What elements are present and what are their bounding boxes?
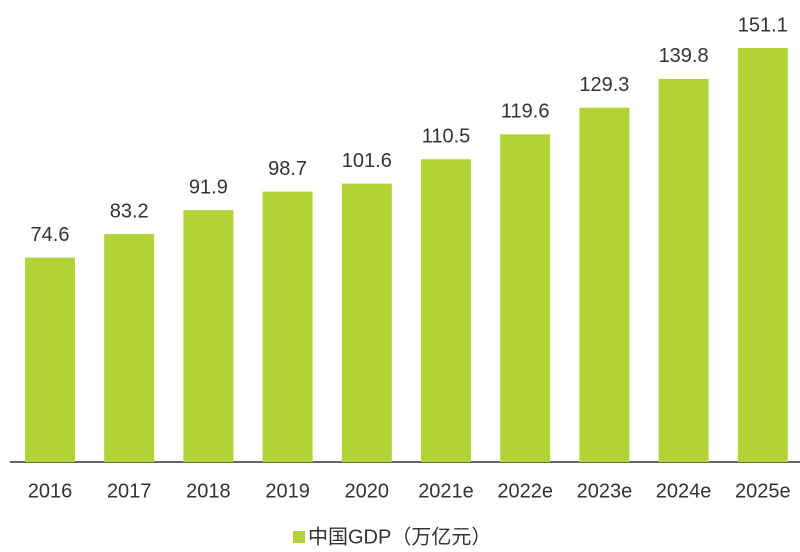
x-tick-label: 2023e: [577, 480, 633, 502]
value-label: 151.1: [738, 14, 788, 36]
value-label: 101.6: [342, 150, 392, 172]
bar: [658, 78, 709, 463]
bar: [262, 191, 313, 462]
x-tick-label: 2021e: [418, 480, 474, 502]
value-label: 98.7: [268, 158, 307, 180]
value-label: 91.9: [189, 176, 228, 198]
bar: [25, 257, 75, 462]
x-tick-label: 2017: [107, 480, 152, 502]
value-label: 83.2: [110, 200, 149, 222]
legend-label: 中国GDP（万亿元）: [308, 525, 491, 548]
x-tick-label: 2020: [345, 480, 390, 502]
bar: [737, 48, 788, 462]
x-tick-label: 2025e: [735, 480, 791, 502]
value-label: 119.6: [501, 101, 550, 123]
value-label: 139.8: [659, 45, 709, 67]
value-label: 129.3: [579, 74, 629, 96]
x-tick-label: 2022e: [497, 480, 553, 502]
bar: [183, 210, 234, 462]
value-label: 74.6: [31, 224, 70, 246]
bar: [341, 183, 392, 462]
legend-swatch: [293, 531, 305, 543]
x-tick-label: 2016: [28, 480, 73, 502]
bar: [500, 134, 551, 463]
bar: [421, 159, 471, 462]
value-label: 110.5: [422, 126, 471, 148]
x-tick-label: 2019: [265, 480, 310, 502]
x-tick-label: 2018: [186, 480, 231, 502]
bar: [104, 234, 155, 462]
bar: [579, 107, 630, 462]
x-tick-label: 2024e: [656, 480, 712, 502]
